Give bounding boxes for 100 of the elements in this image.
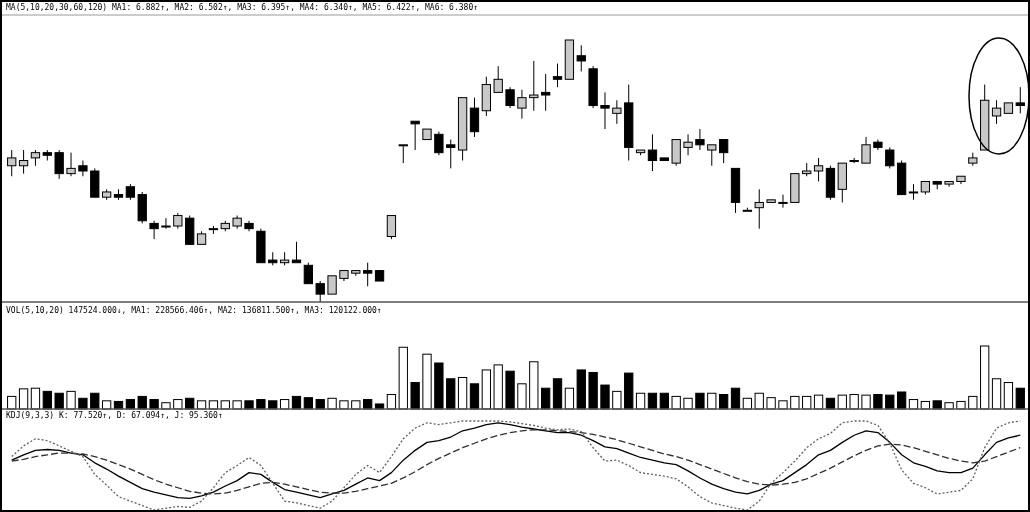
- candlestick: [612, 99, 622, 125]
- bar: [790, 395, 800, 410]
- candlestick: [66, 152, 76, 177]
- bar: [327, 397, 337, 410]
- candlestick: [576, 44, 586, 72]
- candlestick: [552, 63, 563, 88]
- bar: [137, 395, 147, 410]
- bar: [837, 394, 847, 410]
- candlestick: [149, 220, 159, 240]
- candlestick: [991, 99, 1002, 125]
- candlestick: [695, 128, 705, 151]
- bar: [339, 400, 349, 410]
- bar: [683, 397, 693, 410]
- bar: [161, 402, 171, 410]
- bar: [671, 395, 681, 410]
- bar: [351, 400, 361, 410]
- candlestick: [78, 160, 88, 177]
- candlestick: [446, 139, 456, 169]
- bar: [861, 394, 871, 410]
- bar: [600, 384, 610, 410]
- candlestick: [600, 91, 610, 130]
- candlestick: [861, 136, 871, 164]
- bar: [968, 395, 978, 410]
- candlestick: [434, 131, 444, 156]
- bar: [7, 395, 17, 410]
- bar: [576, 369, 586, 410]
- bar: [446, 378, 456, 410]
- bar: [422, 353, 432, 410]
- bar: [232, 400, 242, 410]
- bar: [173, 399, 183, 410]
- candlestick: [291, 241, 302, 264]
- candlestick: [363, 262, 373, 287]
- candlestick: [18, 149, 29, 175]
- bar: [517, 383, 527, 410]
- candlestick: [469, 97, 480, 138]
- bar: [991, 378, 1002, 410]
- candlestick: [410, 120, 420, 151]
- bar: [66, 390, 76, 410]
- bar: [493, 364, 503, 410]
- bar: [778, 400, 788, 410]
- bar: [434, 362, 444, 410]
- candlestick: [505, 86, 515, 109]
- bar: [885, 394, 895, 410]
- candlestick: [529, 60, 539, 112]
- bar: [256, 399, 266, 410]
- bar: [695, 392, 705, 410]
- bar: [78, 397, 88, 410]
- candlestick: [315, 280, 325, 303]
- bar: [612, 390, 622, 410]
- candlestick: [541, 73, 551, 112]
- bar: [268, 400, 278, 410]
- bar: [1003, 382, 1014, 410]
- chart-title: VOL(5,10,20) 147524.000↓, MA1: 228566.406↑, MA2: 136811.500↑, MA3: 120122.000↑: [6, 306, 382, 315]
- bar: [220, 400, 230, 410]
- candlestick: [778, 194, 788, 209]
- candlestick: [683, 133, 693, 156]
- candlestick: [386, 215, 397, 240]
- candlestick: [647, 133, 658, 172]
- bar: [873, 394, 883, 410]
- candlestick: [493, 65, 503, 93]
- bar: [481, 369, 491, 410]
- bar: [896, 391, 907, 410]
- candlestick: [517, 89, 527, 120]
- candlestick: [7, 149, 17, 177]
- bar: [149, 399, 159, 410]
- bar: [410, 382, 420, 410]
- bar: [849, 394, 859, 410]
- bar: [552, 378, 563, 410]
- candlestick: [303, 262, 313, 285]
- chart-title: MA(5,10,20,30,60,120) MA1: 6.882↑, MA2: 6.502↑, MA3: 6.395↑, MA4: 6.340↑, MA5: 6.422↑, MA6: 6.380↑: [6, 3, 479, 12]
- bar: [505, 370, 515, 410]
- bar: [932, 400, 942, 410]
- bar: [754, 392, 764, 410]
- bar: [457, 377, 468, 410]
- bar: [54, 392, 64, 410]
- candlestick: [161, 217, 171, 230]
- bar: [90, 392, 100, 410]
- bar: [469, 383, 480, 410]
- bar: [766, 397, 776, 410]
- candlestick: [54, 149, 64, 180]
- bar: [244, 400, 254, 410]
- candlestick: [1015, 86, 1025, 114]
- bar: [315, 399, 325, 410]
- bar: [813, 394, 824, 410]
- candlestick: [813, 157, 824, 182]
- bar: [624, 372, 634, 410]
- candlestick: [754, 188, 764, 230]
- bar: [802, 395, 812, 410]
- bar: [1015, 387, 1025, 410]
- candlestick: [707, 144, 717, 167]
- bar: [18, 388, 29, 410]
- candlestick: [327, 275, 337, 295]
- bar: [980, 345, 990, 410]
- candlestick: [719, 139, 729, 164]
- bar: [588, 371, 598, 410]
- bar: [398, 346, 408, 410]
- chart-title: KDJ(9,3,3) K: 77.520↑, D: 67.094↑, J: 95.360↑: [6, 411, 223, 420]
- candlestick: [398, 144, 408, 164]
- bar: [707, 392, 717, 410]
- candlestick: [671, 139, 681, 167]
